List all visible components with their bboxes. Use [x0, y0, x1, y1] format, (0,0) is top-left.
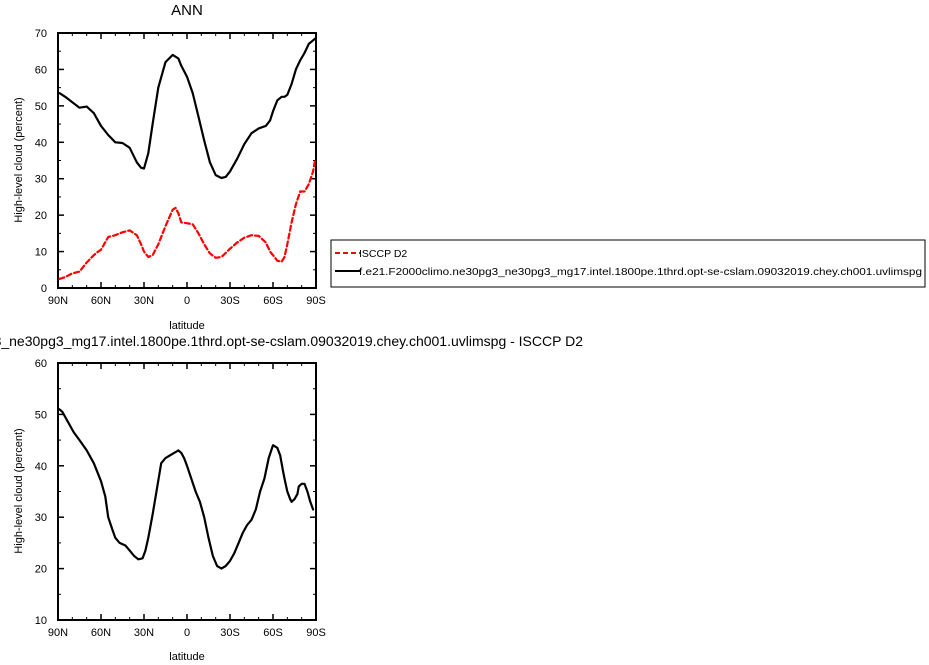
chart-bottom-y-tick-label: 50: [35, 409, 47, 421]
chart-bottom-x-ticks: 90N 60N 30N 0 30S 60S 90S: [48, 363, 326, 639]
chart-top-x-tick-label: 30N: [134, 295, 154, 307]
chart-bottom-title: f.e21.F2000climo.ne30pg3_ne30pg3_mg17.in…: [0, 333, 583, 349]
legend-label-isccp: ISCCP D2: [359, 248, 407, 260]
legend-box: [330, 239, 926, 288]
chart-bottom-series-line-0: [58, 408, 315, 570]
chart-top-frame: [57, 32, 317, 289]
chart-top-y-tick-label: 0: [41, 283, 47, 295]
chart-top-x-tick-label: 0: [184, 295, 190, 307]
chart-bottom-xlabel: latitude: [169, 651, 204, 663]
chart-bottom-y-tick-label: 40: [35, 461, 47, 473]
chart-bottom-y-ticks: 10 20 30 40 50 60: [35, 358, 316, 627]
chart-bottom-y-tick-label: 60: [35, 358, 47, 370]
chart-bottom-ylabel: High-level cloud (percent): [13, 428, 25, 553]
chart-top-y-tick-label: 70: [35, 28, 47, 40]
chart-top-x-tick-label: 30S: [220, 295, 240, 307]
chart-top-title: ANN: [171, 2, 203, 19]
chart-bottom-x-tick-label: 60S: [263, 627, 283, 639]
chart-bottom-frame: [57, 362, 317, 621]
chart-top-xlabel: latitude: [169, 320, 204, 332]
chart-top-x-tick-label: 60N: [91, 295, 111, 307]
legend: ISCCP D2 f.e21.F2000climo.ne30pg3_ne30pg…: [330, 239, 926, 288]
chart-bottom-x-tick-label: 60N: [91, 627, 111, 639]
chart-top-series: [58, 37, 317, 280]
chart-top-x-ticks: 90N 60N 30N 0 30S 60S 90S: [48, 33, 326, 307]
chart-top-y-tick-label: 40: [35, 137, 47, 149]
chart-top-series-line-1: [58, 37, 317, 180]
chart-bottom-x-tick-label: 30N: [134, 627, 154, 639]
chart-bottom-x-tick-label: 90S: [306, 627, 326, 639]
chart-top-series-line-0: [58, 157, 317, 280]
chart-top-y-tick-label: 60: [35, 64, 47, 76]
chart-top-y-tick-label: 30: [35, 174, 47, 186]
chart-top-x-tick-label: 60S: [263, 295, 283, 307]
chart-top-ylabel: High-level cloud (percent): [13, 97, 25, 222]
chart-top-x-tick-label: 90N: [48, 295, 68, 307]
chart-bottom: f.e21.F2000climo.ne30pg3_ne30pg3_mg17.in…: [0, 333, 583, 663]
chart-top-y-tick-label: 10: [35, 247, 47, 259]
chart-bottom-series: [58, 408, 315, 570]
chart-top-y-ticks: 0 10 20 30 40 50 60 70: [35, 28, 316, 295]
chart-top-y-tick-label: 50: [35, 101, 47, 113]
legend-label-model: f.e21.F2000climo.ne30pg3_ne30pg3_mg17.in…: [359, 266, 922, 278]
chart-bottom-x-tick-label: 30S: [220, 627, 240, 639]
chart-bottom-y-tick-label: 20: [35, 564, 47, 576]
chart-bottom-y-tick-label: 30: [35, 512, 47, 524]
chart-bottom-y-tick-label: 10: [35, 615, 47, 627]
chart-top-y-tick-label: 20: [35, 210, 47, 222]
chart-bottom-x-tick-label: 0: [184, 627, 190, 639]
chart-top-x-tick-label: 90S: [306, 295, 326, 307]
chart-bottom-x-tick-label: 90N: [48, 627, 68, 639]
